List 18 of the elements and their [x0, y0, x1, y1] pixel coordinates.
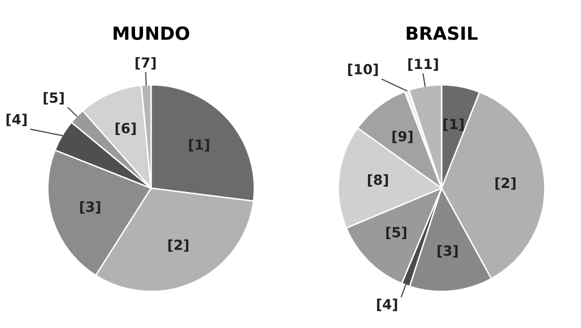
slice-label: [2] [495, 177, 516, 190]
slice-label: [1] [189, 139, 210, 152]
slice-label: [10] [348, 64, 378, 76]
slice-label: [5] [386, 226, 406, 240]
slice-label: [8] [368, 174, 388, 187]
slice-label: [2] [168, 239, 188, 252]
slice-label: [11] [408, 58, 438, 71]
slice-label: [3] [438, 245, 458, 258]
slice-label: [9] [392, 130, 412, 144]
slice-label: [4] [377, 298, 398, 312]
slice-label: [7] [136, 57, 156, 70]
slice-label: [4] [6, 114, 27, 126]
slice-label: [3] [80, 201, 100, 214]
chart-title: BRASIL [406, 26, 478, 40]
slice-label: [6] [116, 122, 136, 136]
slice-label: [1] [444, 118, 464, 131]
slice-label: [5] [44, 92, 64, 105]
chart-title: MUNDO [114, 26, 190, 40]
